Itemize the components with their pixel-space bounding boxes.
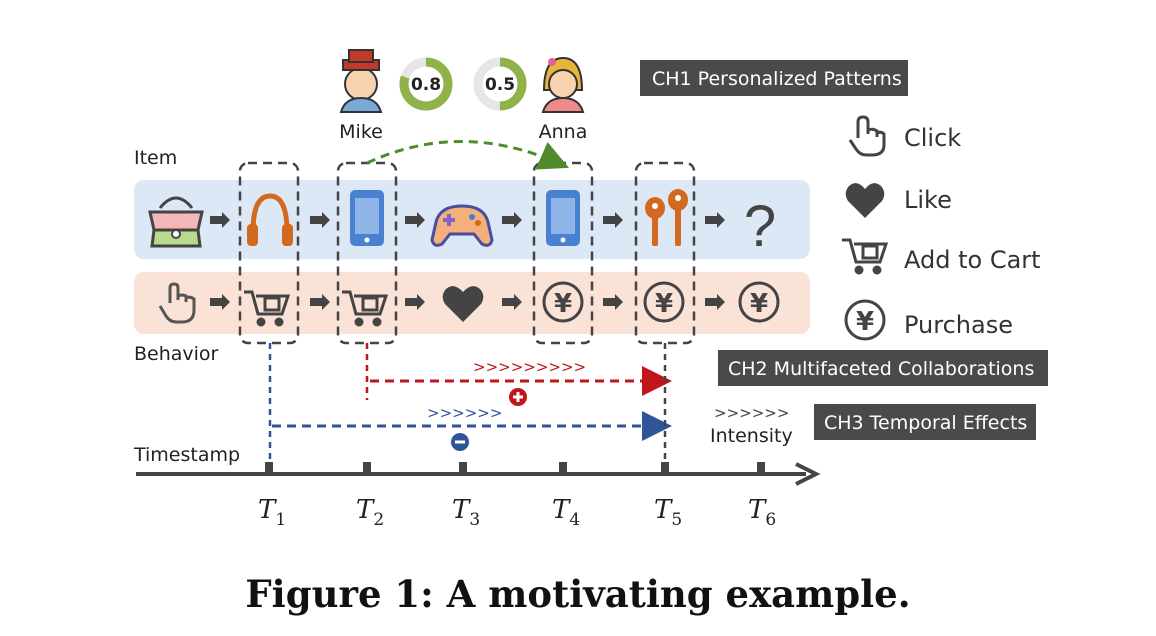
timeline-arrowhead [795,462,821,486]
heart-icon [845,183,885,218]
headphones-icon [247,193,293,246]
svg-text:¥: ¥ [856,307,874,337]
score-anna: 0.5 [485,75,515,95]
question-mark-icon: ? [744,194,776,259]
click-icon [848,115,886,157]
svg-text:¥: ¥ [655,289,673,319]
svg-text:CH3 Temporal Effects: CH3 Temporal Effects [824,412,1027,434]
score-donut-anna [473,57,527,111]
purchase-icon: ¥ [643,281,685,323]
figure-caption: Figure 1: A motivating example. [245,572,911,616]
svg-text:CH1 Personalized Patterns: CH1 Personalized Patterns [652,68,902,90]
timestamp-label: T3 [452,495,480,530]
svg-text:¥: ¥ [554,289,572,319]
behavior-sequence-arrows [210,294,725,310]
timestamp-label: T1 [258,495,286,530]
timestamp-label: T6 [748,495,776,530]
blue-intensity-chevrons: >>>>>> [427,404,502,422]
user-name-anna: Anna [539,121,588,143]
score-mike: 0.8 [411,75,441,95]
ch3-label: CH3 Temporal Effects [814,404,1036,440]
timestamp-label: T4 [552,495,580,530]
group-box-t5 [634,161,696,345]
timeline-ticks [265,462,765,474]
legend: Click Like Add to Cart ¥ Purchase [842,115,1041,341]
timestamp-label: T2 [356,495,384,530]
minus-icon [451,433,469,451]
handbag-icon [148,196,204,248]
phone-icon [546,190,580,246]
legend-cart-label: Add to Cart [904,246,1041,274]
purchase-icon: ¥ [542,281,584,323]
gamepad-icon [430,204,494,247]
avatar-mike [339,49,383,113]
item-row-label: Item [134,147,177,169]
ch2-label: CH2 Multifaceted Collaborations [718,350,1048,386]
svg-text:¥: ¥ [750,289,768,319]
plus-icon [509,388,527,406]
red-intensity-chevrons: >>>>>>>>> [473,358,586,376]
legend-purchase-label: Purchase [904,311,1013,339]
cart-icon [842,238,889,275]
cart-icon [342,290,389,327]
svg-text:CH2 Multifaceted Collaboration: CH2 Multifaceted Collaborations [728,358,1034,380]
group-box-t1 [238,161,300,345]
legend-click-label: Click [904,124,961,152]
phone-icon [350,190,384,246]
purchase-icon: ¥ [738,281,780,323]
earbuds-icon [645,189,688,246]
intensity-label: Intensity [710,425,793,447]
behavior-row-label: Behavior [134,343,219,365]
heart-icon [442,286,484,322]
timestamp-row-label: Timestamp [133,444,240,466]
score-donut-mike [399,57,453,111]
purchase-icon: ¥ [844,299,886,341]
ch1-label: CH1 Personalized Patterns [640,60,908,96]
avatar-anna [541,56,585,113]
user-name-mike: Mike [339,121,383,143]
timestamp-label: T5 [654,495,682,530]
legend-like-label: Like [904,186,952,214]
personalized-pattern-arrow [366,140,569,170]
cart-icon [244,290,291,327]
click-icon [158,282,196,324]
intensity-chevrons: >>>>>> [714,404,789,422]
item-sequence-arrows [210,212,725,228]
